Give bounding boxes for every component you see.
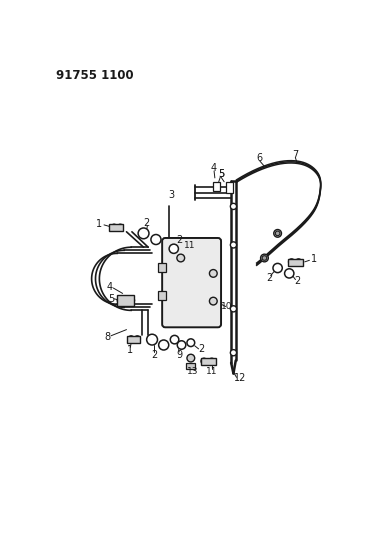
Text: 8: 8	[104, 332, 110, 342]
Circle shape	[285, 269, 294, 278]
Circle shape	[262, 256, 267, 260]
Text: 1: 1	[96, 219, 102, 229]
Circle shape	[273, 263, 282, 273]
Circle shape	[230, 203, 236, 209]
Circle shape	[261, 254, 269, 262]
Text: 2: 2	[198, 344, 204, 354]
Bar	[117, 295, 134, 306]
Circle shape	[159, 340, 169, 350]
Text: 13: 13	[187, 367, 199, 376]
Text: 1: 1	[311, 254, 317, 264]
Circle shape	[230, 242, 236, 248]
FancyBboxPatch shape	[162, 238, 221, 327]
Text: 5: 5	[108, 294, 114, 304]
Circle shape	[151, 235, 161, 245]
Bar	[186, 363, 196, 369]
Bar	[158, 263, 166, 272]
Text: 10: 10	[221, 302, 232, 311]
Text: 4: 4	[106, 282, 113, 292]
Circle shape	[123, 297, 130, 303]
Circle shape	[128, 336, 134, 342]
Bar	[109, 224, 123, 231]
Text: 11: 11	[183, 241, 195, 250]
Text: 2: 2	[266, 273, 272, 283]
Bar	[158, 291, 166, 301]
Text: 2: 2	[143, 217, 150, 228]
Text: 1: 1	[127, 345, 132, 356]
Text: 7: 7	[292, 150, 299, 160]
Circle shape	[274, 230, 281, 237]
Text: 12: 12	[234, 373, 246, 383]
Text: 5: 5	[218, 169, 224, 179]
Circle shape	[230, 306, 236, 312]
Circle shape	[187, 354, 195, 362]
Circle shape	[169, 244, 178, 253]
Bar	[201, 358, 216, 365]
Text: 2: 2	[151, 350, 158, 360]
Text: 2: 2	[294, 276, 300, 286]
Circle shape	[230, 350, 236, 356]
Circle shape	[201, 358, 207, 364]
Circle shape	[129, 297, 134, 303]
Circle shape	[117, 297, 123, 303]
Circle shape	[209, 270, 217, 277]
Circle shape	[187, 339, 195, 346]
Text: 6: 6	[257, 153, 263, 163]
Text: 9: 9	[176, 350, 182, 360]
Circle shape	[170, 335, 179, 344]
Circle shape	[289, 259, 295, 265]
Circle shape	[138, 228, 149, 239]
Bar	[127, 336, 140, 343]
Circle shape	[296, 259, 302, 265]
Bar	[226, 182, 234, 192]
Text: 2: 2	[176, 235, 182, 245]
Bar	[213, 182, 220, 191]
Bar	[288, 259, 303, 265]
Circle shape	[209, 358, 215, 364]
Circle shape	[117, 224, 123, 230]
Text: 3: 3	[169, 190, 174, 200]
Circle shape	[111, 224, 117, 230]
Text: 91755 1100: 91755 1100	[56, 69, 134, 82]
Circle shape	[177, 254, 185, 262]
Text: 5: 5	[218, 169, 224, 179]
Circle shape	[275, 231, 280, 236]
Text: 4: 4	[210, 163, 216, 173]
Circle shape	[177, 341, 186, 349]
Text: 11: 11	[206, 367, 218, 376]
Circle shape	[209, 297, 217, 305]
Circle shape	[134, 336, 140, 342]
Circle shape	[147, 334, 158, 345]
